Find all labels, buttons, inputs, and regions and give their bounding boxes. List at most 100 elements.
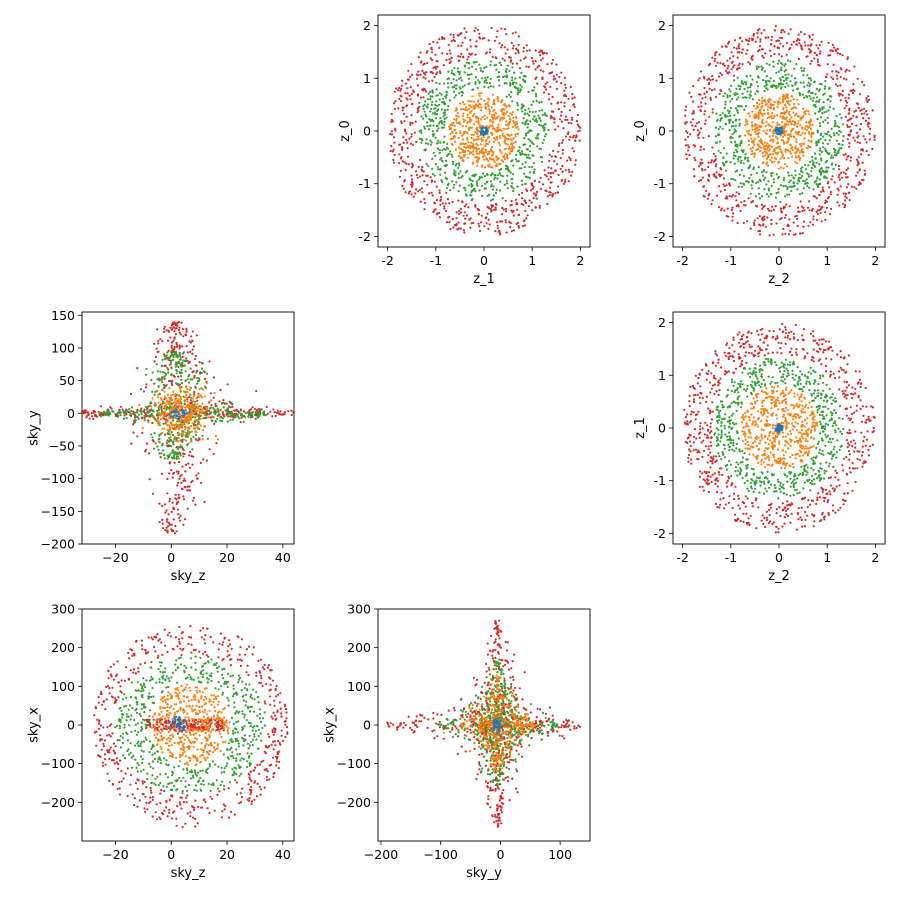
data-point [527, 205, 531, 208]
data-point [828, 86, 831, 89]
data-point [419, 73, 422, 76]
data-point [546, 63, 549, 66]
data-point [512, 137, 515, 140]
data-point [163, 377, 166, 380]
data-point [455, 132, 458, 135]
data-point [525, 156, 529, 159]
data-point [517, 193, 521, 196]
data-point [539, 50, 542, 53]
data-point [715, 95, 718, 98]
data-point [495, 136, 498, 139]
data-point [169, 354, 172, 358]
data-point [779, 115, 782, 118]
data-point [747, 143, 750, 147]
data-point [563, 76, 567, 79]
data-point [516, 101, 519, 105]
data-point [205, 416, 208, 419]
data-point [521, 110, 524, 113]
data-point [865, 141, 868, 144]
data-point [849, 156, 853, 159]
data-point [421, 88, 424, 91]
data-point [466, 48, 469, 51]
data-point [452, 186, 455, 189]
data-point [553, 160, 556, 163]
data-point [480, 176, 483, 179]
data-point [730, 208, 734, 212]
data-point [465, 203, 468, 206]
data-point [463, 84, 466, 87]
data-point [538, 101, 541, 104]
data-point [756, 129, 759, 132]
data-point [846, 124, 849, 127]
data-point [848, 191, 851, 194]
data-point [180, 487, 183, 490]
data-point [436, 60, 439, 63]
data-point [187, 462, 190, 465]
data-point [118, 410, 121, 413]
data-point [784, 63, 787, 66]
data-point [782, 97, 785, 100]
data-point [449, 52, 452, 55]
data-point [835, 132, 838, 135]
data-point [468, 77, 471, 80]
data-point [499, 220, 502, 223]
data-point [539, 119, 542, 122]
data-point [403, 128, 406, 131]
data-point [539, 54, 542, 57]
data-point [833, 46, 836, 49]
data-point [154, 442, 157, 445]
data-point [774, 25, 777, 28]
data-point [748, 129, 751, 132]
data-point [728, 182, 731, 185]
data-point [838, 204, 841, 207]
data-point [732, 178, 735, 181]
data-point [531, 56, 534, 60]
data-point [161, 340, 164, 343]
data-point [439, 173, 442, 176]
data-point [740, 82, 744, 85]
data-point [528, 129, 531, 132]
data-point [739, 36, 742, 39]
data-point [514, 141, 517, 144]
data-point [847, 112, 850, 115]
data-point [827, 166, 830, 169]
data-point [541, 126, 545, 129]
data-point [755, 123, 758, 126]
data-point [800, 66, 803, 69]
data-point [483, 166, 487, 169]
data-point [814, 93, 817, 96]
data-point [815, 179, 818, 182]
data-point [190, 481, 193, 484]
data-point [112, 410, 115, 413]
data-point [157, 408, 161, 412]
data-point [442, 115, 445, 118]
data-point [559, 156, 562, 160]
data-point [839, 99, 842, 102]
data-point [832, 156, 835, 159]
data-point [807, 77, 810, 80]
data-point [766, 216, 769, 219]
scatter-points [389, 26, 582, 236]
data-point [788, 48, 791, 51]
data-point [472, 188, 475, 191]
data-point [758, 124, 761, 127]
data-point [163, 325, 166, 328]
data-point [724, 100, 727, 103]
data-point [822, 142, 825, 145]
data-point [431, 90, 434, 93]
x-tick-label: -2 [676, 253, 688, 268]
data-point [472, 138, 475, 141]
data-point [222, 399, 225, 402]
data-point [811, 99, 814, 102]
data-point [181, 440, 184, 443]
data-point [843, 107, 846, 110]
data-point [778, 145, 782, 148]
data-point [793, 67, 796, 70]
data-point [516, 91, 519, 94]
data-point [196, 439, 199, 442]
data-point [153, 393, 156, 396]
data-point [447, 182, 450, 185]
data-point [547, 92, 551, 96]
data-point [771, 161, 774, 164]
data-point [751, 98, 755, 101]
